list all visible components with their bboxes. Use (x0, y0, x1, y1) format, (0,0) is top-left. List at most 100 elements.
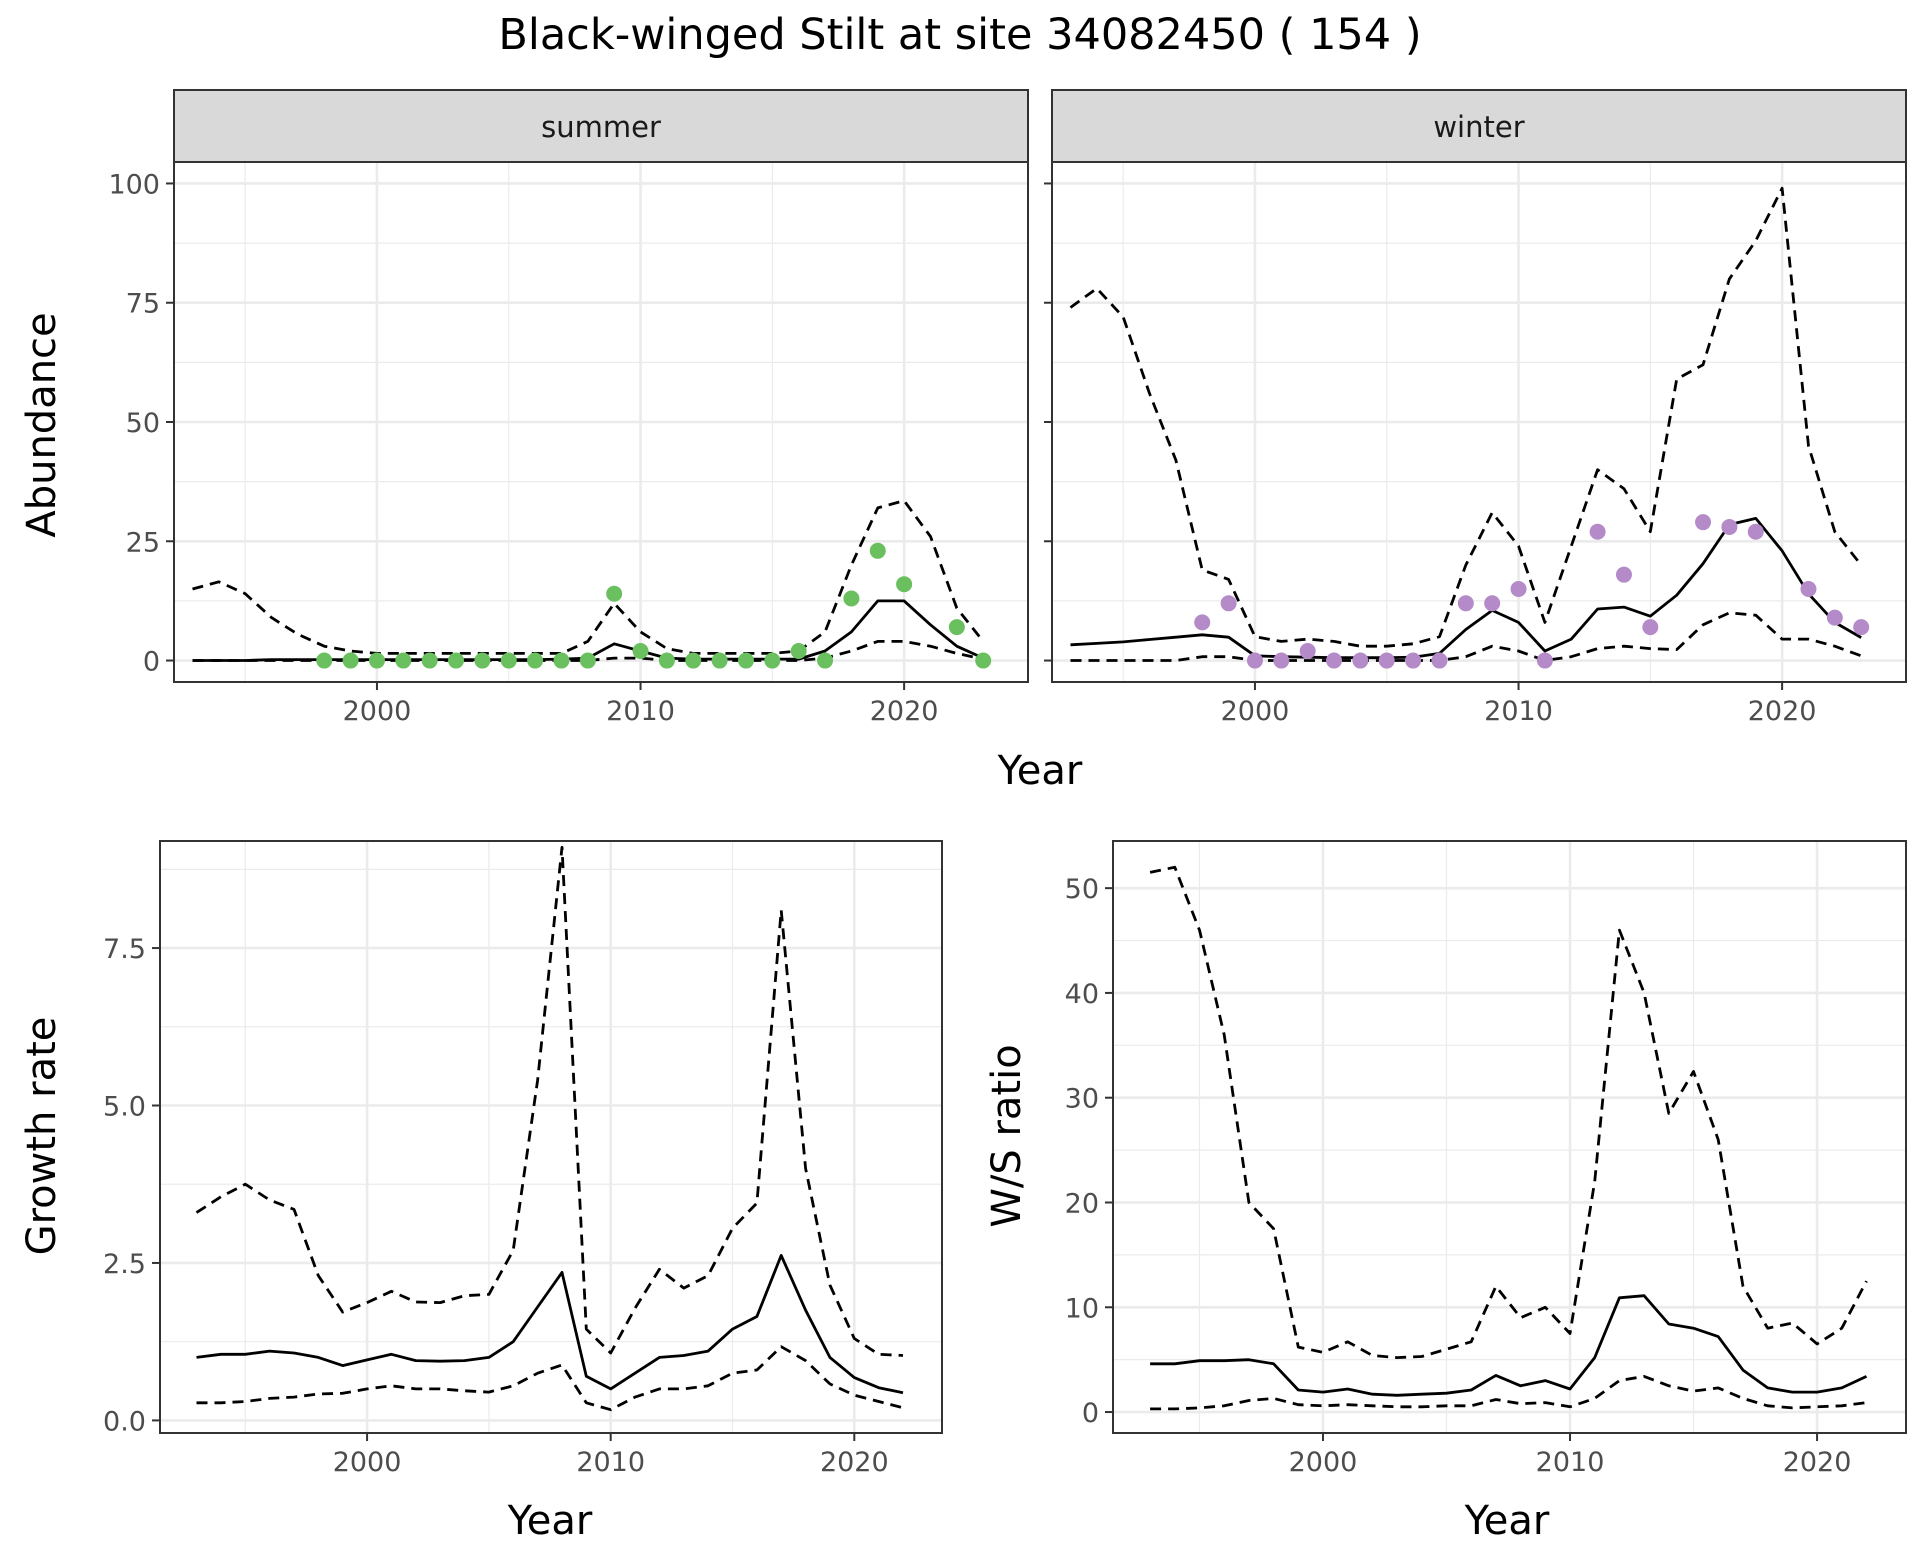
p0-observation-point (711, 652, 728, 669)
p0-observation-point (342, 652, 359, 669)
p2-upper-line (195, 845, 904, 1357)
p1-upper-line (1069, 186, 1863, 648)
p0-upper-line (192, 499, 985, 655)
growth-x-axis-title: Year (507, 1498, 593, 1544)
p3-y-tick-label: 50 (1065, 874, 1099, 905)
p3-x-tick-label: 2020 (1783, 1447, 1852, 1478)
p0-observation-point (368, 652, 385, 669)
ratio-y-axis-title: W/S ratio (984, 1044, 1030, 1227)
p0-observation-point (737, 652, 754, 669)
p0-y-tick-label: 25 (126, 527, 160, 558)
p3-y-tick-label: 20 (1065, 1188, 1099, 1219)
ratio-x-axis-title: Year (1464, 1498, 1550, 1544)
p0-observation-point (975, 652, 992, 669)
p1-observation-point (1378, 652, 1395, 669)
p1-observation-point (1826, 609, 1843, 626)
p2-x-tick-label: 2010 (576, 1447, 645, 1478)
p0-observation-point (843, 590, 860, 607)
p1-observation-point (1536, 652, 1553, 669)
p2-y-tick-label: 0.0 (103, 1406, 146, 1437)
p0-observation-point (869, 542, 886, 559)
p2-y-tick-label: 7.5 (103, 934, 146, 965)
growth-y-axis-title: Growth rate (19, 1017, 65, 1256)
p1-observation-point (1642, 619, 1659, 636)
p1-observation-point (1273, 652, 1290, 669)
p2-y-tick-label: 2.5 (103, 1249, 146, 1280)
p1-observation-point (1246, 652, 1263, 669)
p0-observation-point (790, 642, 807, 659)
summer-strip (173, 89, 1029, 163)
p3-y-tick-label: 30 (1065, 1084, 1099, 1115)
p0-y-tick-label: 75 (126, 289, 160, 320)
p1-lower-line (1070, 611, 1862, 662)
winter-strip-label: winter (1433, 110, 1524, 144)
p3-y-tick-label: 40 (1065, 979, 1099, 1010)
p0-observation-point (685, 652, 702, 669)
p0-x-tick-label: 2010 (606, 696, 675, 727)
p3-estimate-line (1150, 1294, 1868, 1397)
p3-plot-background (1113, 841, 1906, 1433)
p0-x-tick-label: 2000 (343, 696, 412, 727)
p1-observation-point (1510, 580, 1527, 597)
summer-strip-label: summer (541, 110, 661, 144)
p3-panel-border (1112, 840, 1907, 1434)
p1-observation-point (1615, 566, 1632, 583)
p3-x-tick-label: 2010 (1536, 1447, 1605, 1478)
p0-observation-point (448, 652, 465, 669)
p0-observation-point (606, 585, 623, 602)
p3-y-tick-label: 0 (1082, 1398, 1099, 1429)
p0-y-tick-label: 50 (126, 408, 160, 439)
p0-observation-point (553, 652, 570, 669)
p2-x-tick-label: 2020 (820, 1447, 889, 1478)
p1-observation-point (1299, 642, 1316, 659)
p1-x-tick-label: 2020 (1748, 696, 1817, 727)
p0-observation-point (500, 652, 517, 669)
p1-observation-point (1431, 652, 1448, 669)
p1-observation-point (1695, 514, 1712, 531)
p2-y-tick-label: 5.0 (103, 1092, 146, 1123)
p1-x-tick-label: 2000 (1221, 696, 1290, 727)
p2-x-tick-label: 2000 (333, 1447, 402, 1478)
abundance-summer-panel: summer 2000 2010 2020 0 25 50 75 100 (108, 89, 1029, 727)
abundance-x-axis-title: Year (997, 748, 1083, 794)
p2-panel-border (159, 840, 943, 1434)
p0-observation-point (896, 576, 913, 593)
p1-observation-point (1589, 523, 1606, 540)
p0-observation-point (817, 652, 834, 669)
p1-observation-point (1457, 595, 1474, 612)
p1-observation-point (1747, 523, 1764, 540)
abundance-winter-panel: winter 2000 2010 2020 (1044, 89, 1907, 727)
growth-rate-panel: 2000 2010 2020 0.0 2.5 5.0 7.5 (103, 840, 943, 1478)
p0-observation-point (579, 652, 596, 669)
p3-y-tick-label: 10 (1065, 1293, 1099, 1324)
p1-observation-point (1800, 580, 1817, 597)
p0-y-tick-label: 100 (108, 169, 160, 200)
p0-observation-point (948, 619, 965, 636)
p0-observation-point (395, 652, 412, 669)
p1-observation-point (1405, 652, 1422, 669)
p1-observation-point (1326, 652, 1343, 669)
p0-observation-point (632, 642, 649, 659)
p1-observation-point (1853, 619, 1870, 636)
figure-title: Black-winged Stilt at site 34082450 ( 15… (498, 10, 1421, 60)
p1-observation-point (1194, 614, 1211, 631)
p0-observation-point (658, 652, 675, 669)
p0-observation-point (764, 652, 781, 669)
p2-plot-background (160, 841, 942, 1433)
ws-ratio-panel: 2000 2010 2020 0 10 20 30 40 50 (1065, 840, 1907, 1478)
p0-observation-point (474, 652, 491, 669)
p0-x-tick-label: 2020 (870, 696, 939, 727)
p3-x-tick-label: 2000 (1289, 1447, 1358, 1478)
p1-observation-point (1484, 595, 1501, 612)
p1-observation-point (1220, 595, 1237, 612)
p2-lower-line (196, 1345, 904, 1412)
abundance-y-axis-title: Abundance (19, 312, 65, 537)
p1-observation-point (1352, 652, 1369, 669)
p0-y-tick-label: 0 (143, 647, 160, 678)
p0-observation-point (316, 652, 333, 669)
p0-observation-point (527, 652, 544, 669)
p1-x-tick-label: 2010 (1484, 696, 1553, 727)
p1-observation-point (1721, 518, 1738, 535)
p0-observation-point (421, 652, 438, 669)
